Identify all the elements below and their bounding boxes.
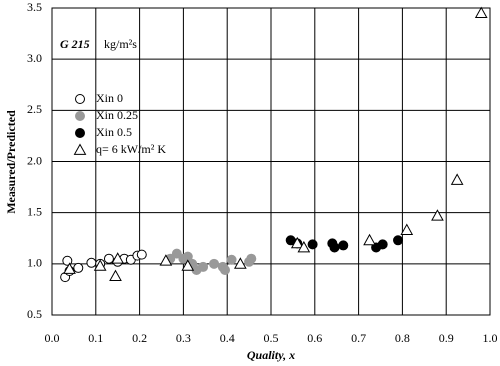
circle-point — [62, 255, 73, 266]
circle-point — [73, 262, 84, 273]
triangle-point — [109, 269, 122, 282]
circle-point — [136, 249, 147, 260]
y-tick-label: 1.0 — [27, 256, 42, 270]
circle-point — [226, 254, 237, 265]
triangle-point — [290, 236, 304, 249]
circle-point — [246, 253, 257, 264]
x-tick-label: 0.7 — [351, 331, 366, 345]
circle-point — [86, 257, 97, 268]
legend-label: Xin 0 — [96, 91, 123, 105]
x-tick-label: 0.4 — [220, 331, 235, 345]
triangle-point — [450, 173, 464, 185]
triangle-point — [297, 240, 311, 253]
y-tick-label: 1.5 — [27, 204, 42, 218]
circle-point — [103, 253, 114, 264]
legend-marker — [75, 111, 85, 121]
annotation-unit: kg/m²s — [104, 37, 137, 51]
y-tick-label: 3.5 — [27, 0, 42, 14]
x-tick-label: 0.1 — [88, 331, 103, 345]
x-tick-label: 0.9 — [439, 331, 454, 345]
triangle-point — [363, 233, 376, 246]
legend-marker — [75, 128, 85, 138]
circle-point — [329, 242, 340, 253]
circle-point — [209, 258, 220, 269]
triangle-point — [159, 254, 173, 266]
x-tick-label: 0.6 — [307, 331, 322, 345]
circle-point — [198, 261, 209, 272]
circle-point — [171, 248, 182, 259]
y-tick-label: 2.5 — [27, 102, 42, 116]
x-axis-title: Quality, x — [247, 348, 295, 362]
x-tick-label: 0.2 — [132, 331, 147, 345]
legend-label: Xin 0.5 — [96, 125, 132, 139]
triangle-point — [233, 257, 247, 269]
y-tick-label: 3.0 — [27, 51, 42, 65]
legend-label: q= 6 kW/m² K — [96, 142, 166, 156]
x-tick-label: 1.0 — [483, 331, 498, 345]
plot-frame — [51, 7, 491, 316]
circle-point — [307, 239, 318, 250]
triangle-point — [63, 262, 76, 274]
triangle-point — [474, 6, 488, 19]
x-tick-label: 0.0 — [45, 331, 60, 345]
circle-point — [338, 240, 349, 251]
x-tick-label: 0.8 — [395, 331, 410, 345]
triangle-point — [93, 259, 107, 271]
circle-point — [393, 235, 404, 246]
legend-marker — [75, 94, 85, 104]
legend-label: Xin 0.25 — [96, 108, 138, 122]
annotation-bold: G 215 — [60, 37, 90, 51]
legend-marker — [73, 143, 87, 155]
x-tick-label: 0.5 — [264, 331, 279, 345]
circle-point — [377, 239, 388, 250]
y-tick-label: 0.5 — [27, 307, 42, 321]
y-axis-title: Measured/Predicted — [4, 110, 18, 214]
circle-point — [220, 264, 231, 275]
triangle-point — [111, 252, 125, 264]
triangle-point — [431, 209, 444, 221]
triangle-point — [400, 223, 414, 235]
triangle-point — [181, 259, 195, 271]
y-tick-label: 2.0 — [27, 153, 42, 167]
x-tick-label: 0.3 — [176, 331, 191, 345]
